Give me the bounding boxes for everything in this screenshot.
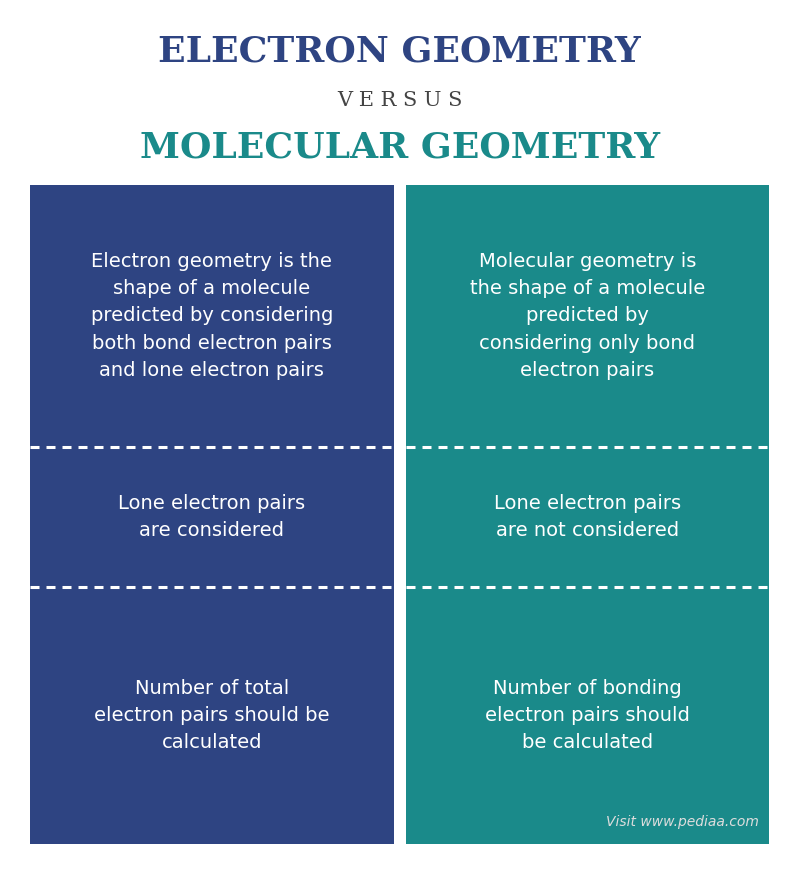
Text: Number of total
electron pairs should be
calculated: Number of total electron pairs should be… [94,679,329,753]
Bar [406,185,769,447]
Text: ELECTRON GEOMETRY: ELECTRON GEOMETRY [158,35,641,69]
Text: Visit www.pediaa.com: Visit www.pediaa.com [606,815,759,829]
Text: Lone electron pairs
are not considered: Lone electron pairs are not considered [494,494,681,540]
Text: Number of bonding
electron pairs should
be calculated: Number of bonding electron pairs should … [485,679,690,753]
Text: Molecular geometry is
the shape of a molecule
predicted by
considering only bond: Molecular geometry is the shape of a mol… [470,252,705,380]
Text: MOLECULAR GEOMETRY: MOLECULAR GEOMETRY [140,131,659,165]
Bar [406,587,769,844]
Bar [406,447,769,587]
Text: Electron geometry is the
shape of a molecule
predicted by considering
both bond : Electron geometry is the shape of a mole… [90,252,333,380]
Text: Lone electron pairs
are considered: Lone electron pairs are considered [118,494,305,540]
Bar [30,185,393,447]
Text: V E R S U S: V E R S U S [337,90,462,109]
Bar [30,447,393,587]
Bar [30,587,393,844]
